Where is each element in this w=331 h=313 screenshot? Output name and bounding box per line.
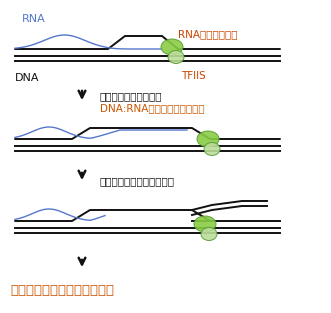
Text: 反復配列どうしの相互作用: 反復配列どうしの相互作用 (100, 176, 175, 186)
Ellipse shape (204, 142, 220, 156)
Text: RNA: RNA (22, 14, 46, 24)
Text: DNA:RNAハイブリッドの形成: DNA:RNAハイブリッドの形成 (100, 103, 205, 113)
Ellipse shape (197, 131, 219, 147)
Ellipse shape (201, 228, 217, 240)
Text: RNAポリメラーゼ: RNAポリメラーゼ (178, 29, 238, 39)
Text: 反復配列を介した染色体異常: 反復配列を介した染色体異常 (10, 284, 114, 297)
Ellipse shape (161, 39, 183, 55)
Text: DNA: DNA (15, 73, 39, 83)
Ellipse shape (194, 216, 216, 232)
Text: TFIIS: TFIIS (181, 71, 206, 81)
Ellipse shape (168, 50, 184, 64)
Text: 染色体結合因子の解離: 染色体結合因子の解離 (100, 91, 163, 101)
